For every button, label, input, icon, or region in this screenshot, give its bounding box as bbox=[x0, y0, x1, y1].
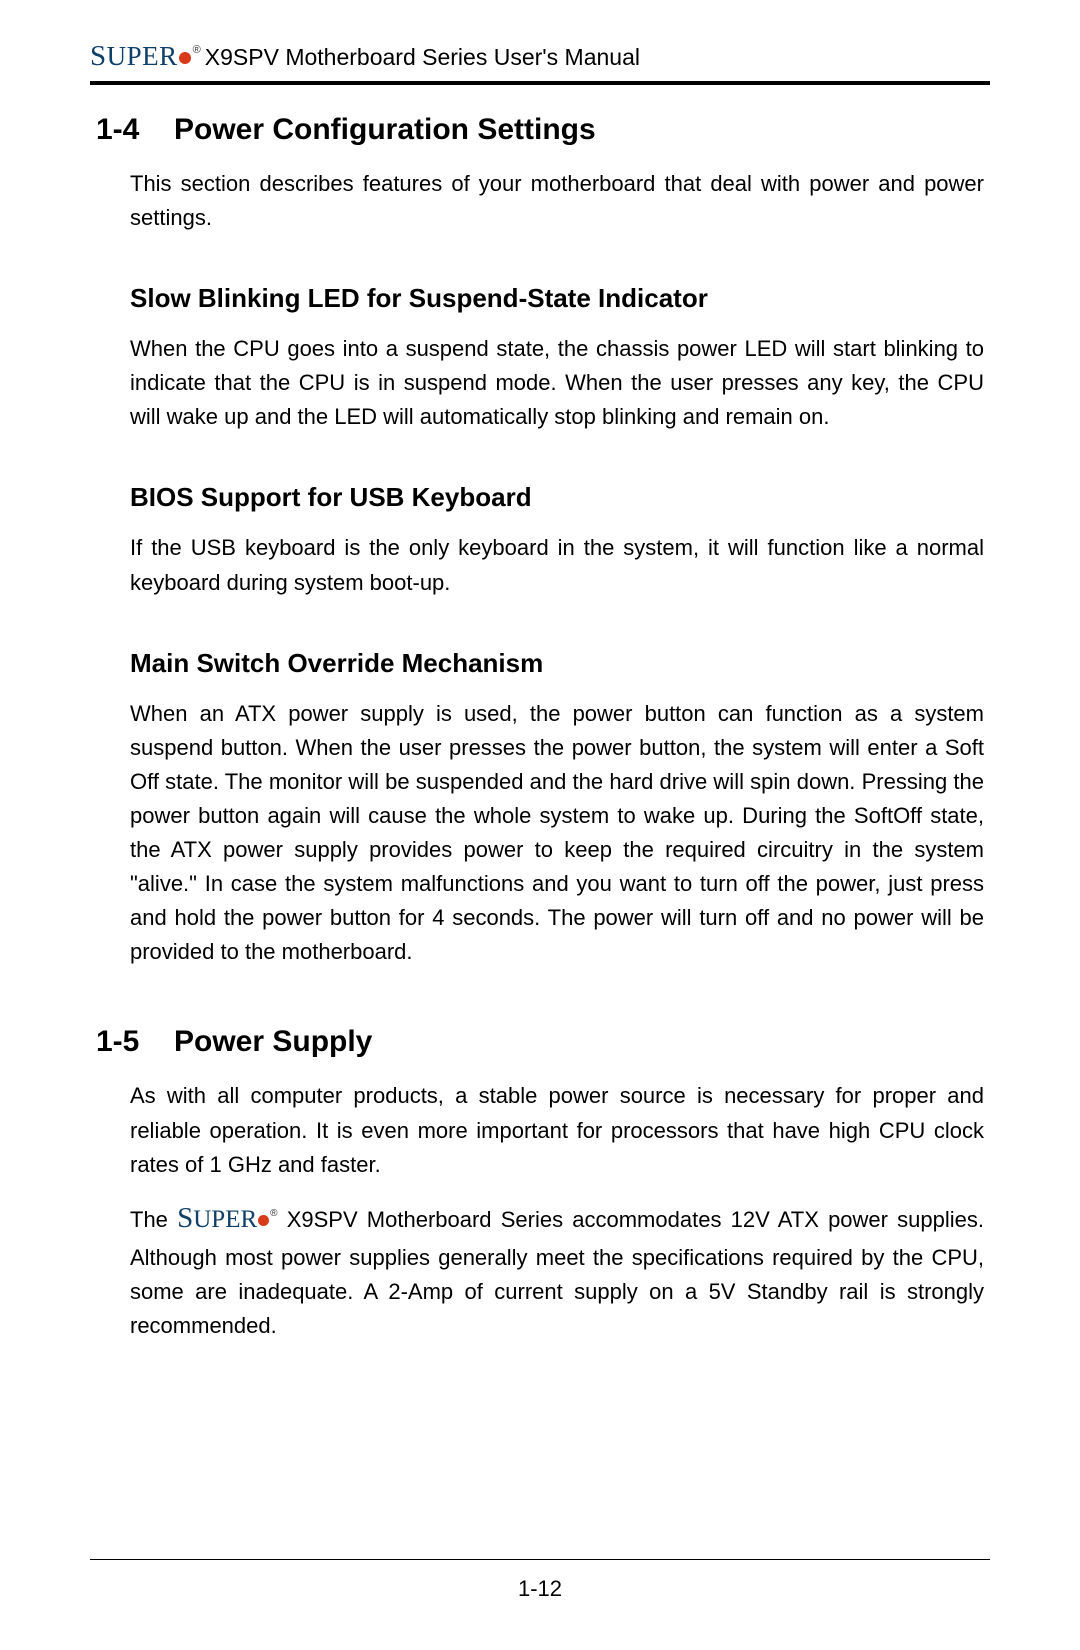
section-title: Power Configuration Settings bbox=[174, 113, 596, 147]
subsection-body-override: When an ATX power supply is used, the po… bbox=[130, 697, 984, 970]
subsection-heading-override: Main Switch Override Mechanism bbox=[130, 648, 984, 679]
header-title: X9SPV Motherboard Series User's Manual bbox=[205, 44, 640, 71]
page-number: 1-12 bbox=[518, 1576, 562, 1601]
section-number: 1-4 bbox=[96, 113, 174, 147]
power-supply-para2: The SUPER ® X9SPV Motherboard Series acco… bbox=[130, 1196, 984, 1343]
section-intro: This section describes features of your … bbox=[130, 167, 984, 235]
power-supply-para1: As with all computer products, a stable … bbox=[130, 1079, 984, 1181]
inline-brand-logo: SUPER bbox=[177, 1206, 257, 1233]
subsection-body-led: When the CPU goes into a suspend state, … bbox=[130, 332, 984, 434]
section-number: 1-5 bbox=[96, 1025, 174, 1059]
subsection-heading-led: Slow Blinking LED for Suspend-State Indi… bbox=[130, 283, 984, 314]
section-heading-1-5: 1-5 Power Supply bbox=[96, 1025, 984, 1059]
registered-mark: ® bbox=[193, 44, 201, 56]
subsection-body-bios: If the USB keyboard is the only keyboard… bbox=[130, 531, 984, 599]
brand-logo: SUPER bbox=[90, 40, 178, 73]
page-content: 1-4 Power Configuration Settings This se… bbox=[90, 113, 990, 1343]
subsection-heading-bios: BIOS Support for USB Keyboard bbox=[130, 482, 984, 513]
inline-registered-mark: ® bbox=[270, 1208, 277, 1219]
page-header: SUPER ® X9SPV Motherboard Series User's M… bbox=[90, 40, 990, 85]
para2-prefix: The bbox=[130, 1207, 177, 1232]
section-heading-1-4: 1-4 Power Configuration Settings bbox=[96, 113, 984, 147]
para2-suffix: X9SPV Motherboard Series accommodates 12… bbox=[130, 1207, 984, 1338]
section-title: Power Supply bbox=[174, 1025, 372, 1059]
page-footer: 1-12 bbox=[0, 1559, 1080, 1602]
footer-rule bbox=[90, 1559, 990, 1560]
inline-brand-dot-icon bbox=[258, 1215, 269, 1226]
brand-dot-icon bbox=[179, 52, 191, 64]
